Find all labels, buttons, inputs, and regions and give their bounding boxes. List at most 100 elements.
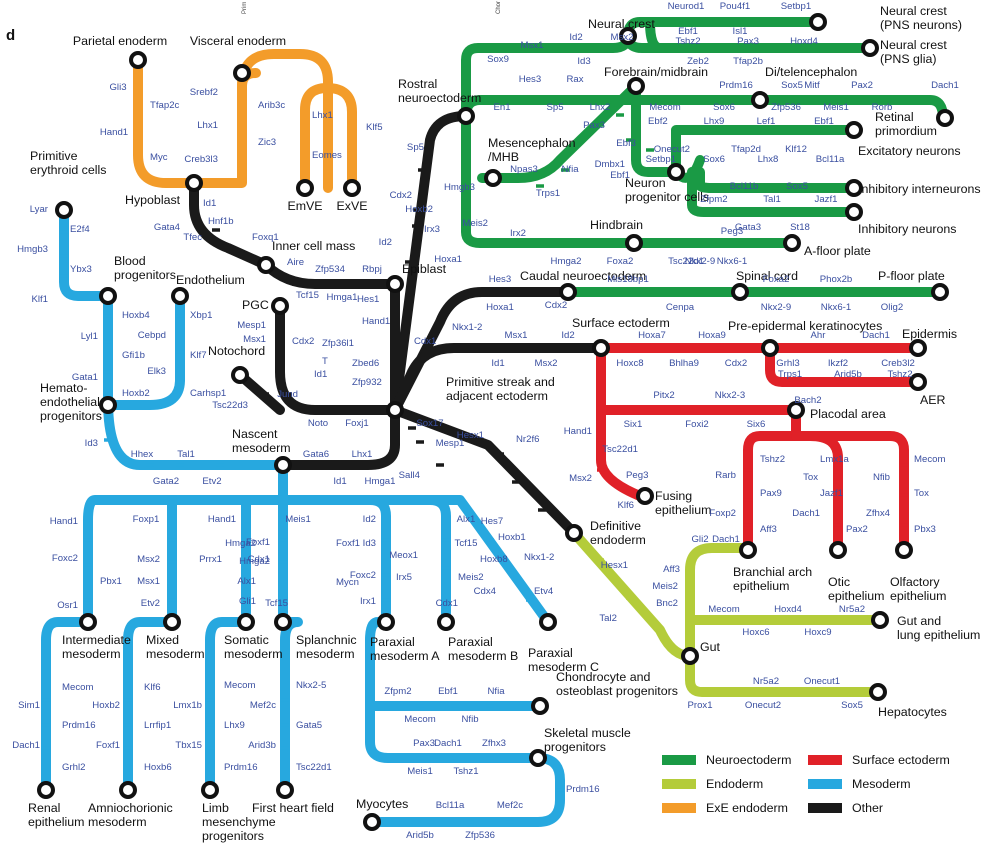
gene-label: Sp5 [546,102,563,113]
station-label-neural_crest: Neural crest [588,17,655,31]
station-inhib_neurons [845,203,863,221]
station-nc_pns_glia [861,39,879,57]
gene-label: Foxp2 [709,508,736,519]
gene-label: Tsc22d1 [668,256,704,267]
gene-label: Hoxd4 [774,604,802,615]
station-di_tel [751,91,769,109]
gene-label: Rbpj [362,264,382,275]
gene-label: Irx5 [396,572,412,583]
station-label-emve: EmVE [287,199,322,213]
gene-label: Hoxa9 [698,330,726,341]
station-label-limb: progenitors [202,829,264,843]
gene-label: Tox [803,472,818,483]
gene-label: Mitf [804,80,820,91]
station-emve [296,179,314,197]
gene-label: Mesp1 [436,438,465,449]
station-otic [829,541,847,559]
gene-label: Hmgb3 [444,182,475,193]
gene-label: Msx1 [521,40,544,51]
station-label-fusing_epi: epithelium [655,503,711,517]
station-caudal_neuro [559,283,577,301]
gene-label: Tfap2b [733,56,763,67]
station-label-endothelium: Endothelium [176,273,245,287]
station-label-otic: epithelium [828,589,884,603]
station-pgc [271,297,289,315]
lineage-line-mesoderm [83,495,288,627]
gene-label: Pax3 [583,120,605,131]
gene-label: Irx3 [424,224,440,235]
gene-label: St18 [790,222,810,233]
station-label-primitive_erythroid: erythroid cells [30,163,106,177]
gene-label: Foxp1 [133,514,160,525]
station-label-blood_prog: progenitors [114,268,176,282]
station-paraxial_b [437,613,455,631]
gene-label: Etv4 [534,586,554,597]
gene-label: Hoxc8 [616,358,643,369]
station-label-inhib_neurons: Inhibitory neurons [858,222,957,236]
gene-label: Cenpa [666,302,695,313]
gene-label: Cdx1 [248,554,270,565]
station-excitatory [845,121,863,139]
station-label-excitatory: Excitatory neurons [858,144,961,158]
station-mixed_meso [163,613,181,631]
gene-label: Hoxa1 [486,302,514,313]
station-label-di_tel: Di/telencephalon [765,65,857,79]
station-label-mesencephalon: /MHB [488,150,519,164]
gene-label: Ikzf2 [828,358,848,369]
gene-label: Hoxb2 [92,700,120,711]
gene-label: Meox1 [389,550,418,561]
gene-label: Tcf15 [455,538,478,549]
gene-label: Hes1 [357,294,379,305]
gene-label: Gata3 [735,222,761,233]
gene-label: Hmga1 [327,292,358,303]
gene-label: Bcl11a [816,154,845,165]
station-label-mesencephalon: Mesencephalon [488,136,576,150]
gene-label: Hoxb6 [144,762,172,773]
station-label-hemato: endothelial [40,395,100,409]
gene-label: Msx1 [137,576,160,587]
station-label-surface_ecto: Surface ectoderm [572,316,670,330]
gene-label: Ahr [811,330,827,341]
gene-label: Osr1 [57,600,78,611]
station-visceral [233,64,251,82]
gene-label: E2f4 [70,224,90,235]
station-label-branchial: Branchial arch [733,565,812,579]
gene-label: Pou4f1 [720,1,750,12]
station-label-paraxial_a: Paraxial [370,635,415,649]
gene-label: Arid3b [248,740,276,751]
station-placodal [787,401,805,419]
gene-label: Hand1 [50,516,78,527]
lineage-line-mesoderm [59,205,113,301]
gene-label: Id2 [561,330,574,341]
gene-label: Gata1 [72,372,98,383]
station-a_floor [783,234,801,252]
station-definitive_endo [565,524,583,542]
station-label-amniochorionic: mesoderm [88,815,147,829]
gene-label: Aff3 [663,564,680,575]
gene-label: Tal1 [177,449,195,460]
gene-label: Nkx2-9 [685,256,715,267]
lineage-line-endoderm [685,651,883,697]
station-neuron_prog [667,163,685,181]
station-parietal [129,51,147,69]
lineage-line-endoderm [569,528,695,661]
gene-label: Dach1 [12,740,40,751]
gene-label: Six1 [624,419,643,430]
gene-label: Ebf1 [438,686,458,697]
station-label-olfactory: epithelium [890,589,946,603]
gene-label: Npas3 [510,164,538,175]
gene-label: Lhx1 [352,449,373,460]
gene-label: Onecut1 [804,676,840,687]
gene-label: Ebf3 [616,138,636,149]
station-label-somatic_meso: mesoderm [224,647,283,661]
gene-label: Meis2 [462,218,488,229]
gene-label: Zfpm2 [384,686,411,697]
gene-label: Tshz2 [887,369,912,380]
gene-label: Lhx9 [224,720,245,731]
station-olfactory [895,541,913,559]
station-rostral_neuro [457,107,475,125]
gene-label: Foxa2 [607,256,634,267]
gene-label: Sall4 [399,470,421,481]
station-label-epidermis: Epidermis [902,327,957,341]
